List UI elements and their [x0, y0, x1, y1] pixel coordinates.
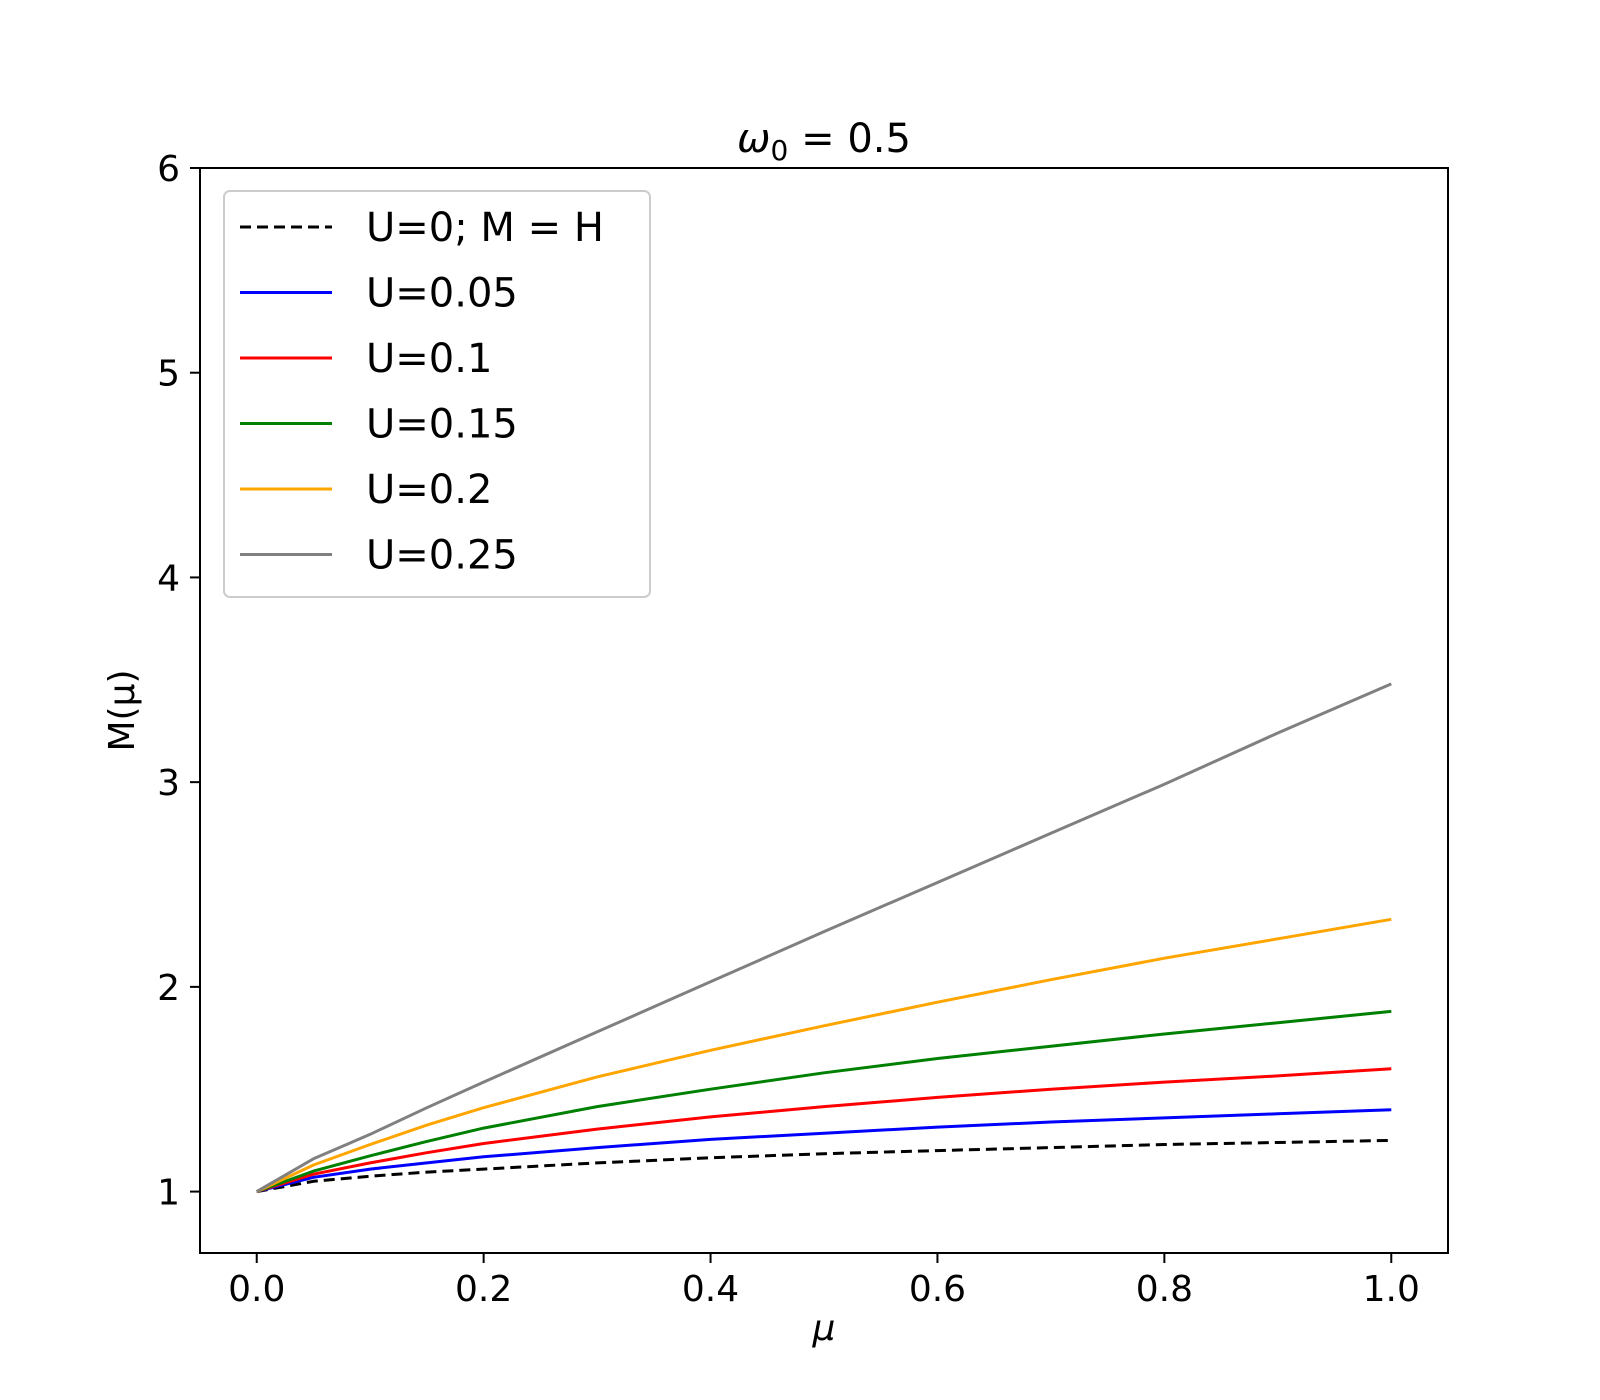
title-value: = 0.5: [788, 116, 911, 162]
legend: U=0; M = H U=0.05 U=0.1 U=0.15 U=0.2 U=0.25: [223, 190, 651, 598]
x-axis-label: μ: [812, 1308, 836, 1349]
series-lines: [255, 682, 1392, 1194]
legend-label: U=0.25: [366, 533, 518, 579]
y-axis-label: M(μ): [102, 669, 143, 751]
x-axis: 0.0 0.2 0.4 0.6 0.8 1.0: [228, 1253, 1420, 1310]
x-tick-label: 0.4: [682, 1269, 739, 1310]
y-tick-label: 2: [157, 968, 180, 1009]
plot-area: [199, 167, 1449, 1254]
y-axis: 1 2 3 4 5 6: [157, 149, 200, 1214]
x-tick-label: 0.8: [1136, 1269, 1193, 1310]
chart-title: ω0 = 0.5: [737, 116, 911, 167]
y-tick-label: 3: [157, 763, 180, 804]
x-tick-label: 0.6: [909, 1269, 966, 1310]
series-line-3: [256, 1009, 1392, 1194]
series-line-1: [256, 1108, 1392, 1194]
y-tick-label: 1: [157, 1173, 180, 1214]
legend-label: U=0.05: [366, 271, 518, 317]
series-line-2: [256, 1067, 1392, 1194]
title-subscript: 0: [771, 134, 789, 167]
title-symbol: ω: [737, 116, 771, 162]
x-tick-label: 0.0: [228, 1269, 285, 1310]
y-tick-label: 5: [157, 354, 180, 395]
y-tick-label: 6: [157, 149, 180, 190]
legend-label: U=0; M = H: [366, 205, 604, 251]
series-line-4: [256, 917, 1392, 1193]
y-tick-label: 4: [157, 558, 180, 599]
x-tick-label: 1.0: [1363, 1269, 1420, 1310]
legend-label: U=0.2: [366, 467, 492, 513]
x-tick-label: 0.2: [455, 1269, 512, 1310]
series-line-0: [256, 1138, 1392, 1194]
legend-label: U=0.15: [366, 402, 518, 448]
series-line-5: [255, 682, 1392, 1193]
legend-label: U=0.1: [366, 336, 492, 382]
